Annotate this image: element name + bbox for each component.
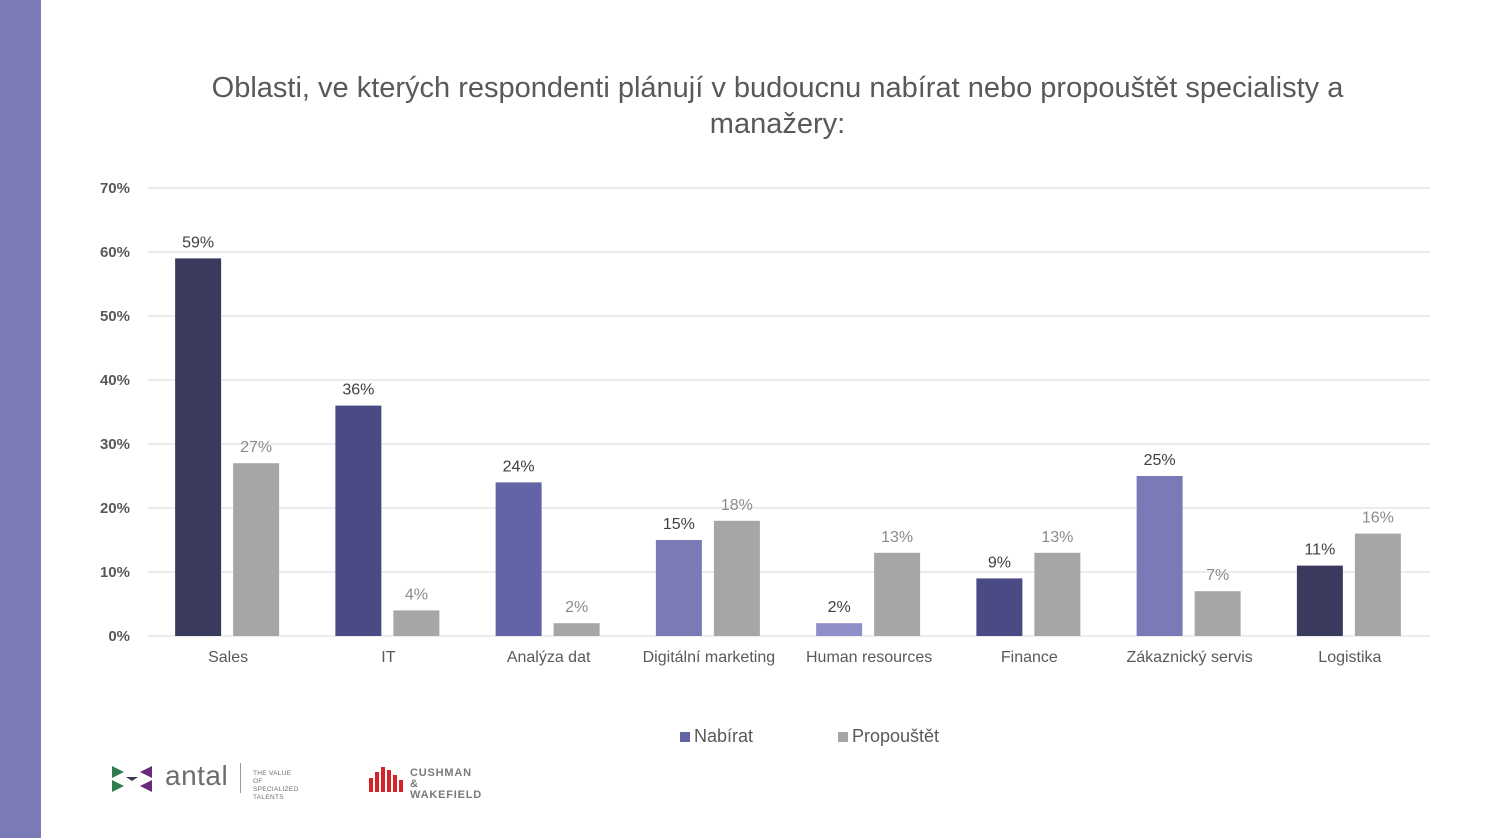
x-tick-label: Finance <box>1001 649 1058 666</box>
y-tick-label: 70% <box>100 180 130 197</box>
x-tick-label: Human resources <box>806 649 932 666</box>
bar-nabirat <box>175 258 222 636</box>
bar-chart: 0% 10% 20% 30% 40% 50% 60% 70% 59% 27% 36% 4% 24% 2%… <box>100 180 1430 666</box>
data-label: 59% <box>182 234 214 251</box>
x-tick-label: Logistika <box>1318 649 1381 666</box>
y-tick-label: 20% <box>100 500 130 517</box>
bar-propoustet <box>713 520 760 636</box>
data-label: 18% <box>721 497 753 514</box>
data-label: 27% <box>240 439 272 456</box>
data-label: 16% <box>1362 510 1394 527</box>
bar-propoustet <box>233 463 280 636</box>
legend-swatch-propoustet <box>838 731 848 742</box>
bar-nabirat <box>655 540 702 636</box>
bar-nabirat <box>1136 476 1183 636</box>
y-tick-label: 10% <box>100 564 130 581</box>
bar-propoustet <box>553 623 600 636</box>
side-strip <box>0 0 41 838</box>
x-tick-label: IT <box>381 649 395 666</box>
data-labels: 59% 27% 36% 4% 24% 2% 15% 18% 2% 13% 9% 13% 25% 7% 11%… <box>182 234 1394 616</box>
data-label: 7% <box>1206 567 1229 584</box>
bar-propoustet <box>1354 533 1401 636</box>
legend-item-propoustet[interactable]: Propouštět <box>838 726 939 747</box>
bar-propoustet <box>1194 591 1241 636</box>
data-label: 13% <box>881 529 913 546</box>
cushman-wakefield-logo-icon <box>369 767 403 792</box>
data-label: 24% <box>503 458 535 475</box>
data-label: 2% <box>828 599 851 616</box>
legend-label-nabirat: Nabírat <box>694 726 754 746</box>
bar-nabirat <box>816 623 863 636</box>
bar-nabirat <box>495 482 542 636</box>
y-tick-label: 30% <box>100 436 130 453</box>
y-tick-label: 60% <box>100 244 130 261</box>
data-label: 2% <box>565 599 588 616</box>
y-tick-label: 40% <box>100 372 130 389</box>
bar-nabirat <box>1296 565 1343 636</box>
data-label: 36% <box>342 382 374 399</box>
bars <box>175 258 1401 636</box>
antal-logo-icon <box>112 766 152 792</box>
bar-propoustet <box>393 610 440 636</box>
bar-propoustet <box>874 552 921 636</box>
cushman-wakefield-logo-word: CUSHMAN & WAKEFIELD <box>410 767 482 801</box>
legend-item-nabirat[interactable]: Nabírat <box>680 726 753 747</box>
data-label: 4% <box>405 586 428 603</box>
antal-tagline: THE VALUE OF SPECIALIZED TALENTS <box>253 770 299 801</box>
bar-nabirat <box>976 578 1023 636</box>
data-label: 15% <box>663 516 695 533</box>
chart-title: Oblasti, ve kterých respondenti plánují … <box>211 72 1344 140</box>
data-label: 9% <box>988 554 1011 571</box>
logo-divider <box>240 763 241 793</box>
antal-logo-word: antal <box>165 760 229 791</box>
bar-propoustet <box>1034 552 1081 636</box>
y-tick-label: 0% <box>108 628 130 645</box>
legend: Nabírat Propouštět <box>0 726 1488 750</box>
x-tick-label: Zákaznický servis <box>1127 649 1253 666</box>
bar-nabirat <box>335 405 382 636</box>
y-axis-ticks: 0% 10% 20% 30% 40% 50% 60% 70% <box>100 180 130 645</box>
legend-label-propoustet: Propouštět <box>852 726 940 746</box>
x-tick-label: Sales <box>208 649 248 666</box>
data-label: 13% <box>1041 529 1073 546</box>
legend-swatch-nabirat <box>680 731 690 742</box>
x-tick-label: Digitální marketing <box>643 649 776 666</box>
data-label: 11% <box>1304 542 1335 559</box>
data-label: 25% <box>1144 452 1176 469</box>
x-tick-label: Analýza dat <box>507 649 591 666</box>
y-tick-label: 50% <box>100 308 130 325</box>
x-axis-ticks: Sales IT Analýza dat Digitální marketing Hum… <box>208 649 1381 666</box>
